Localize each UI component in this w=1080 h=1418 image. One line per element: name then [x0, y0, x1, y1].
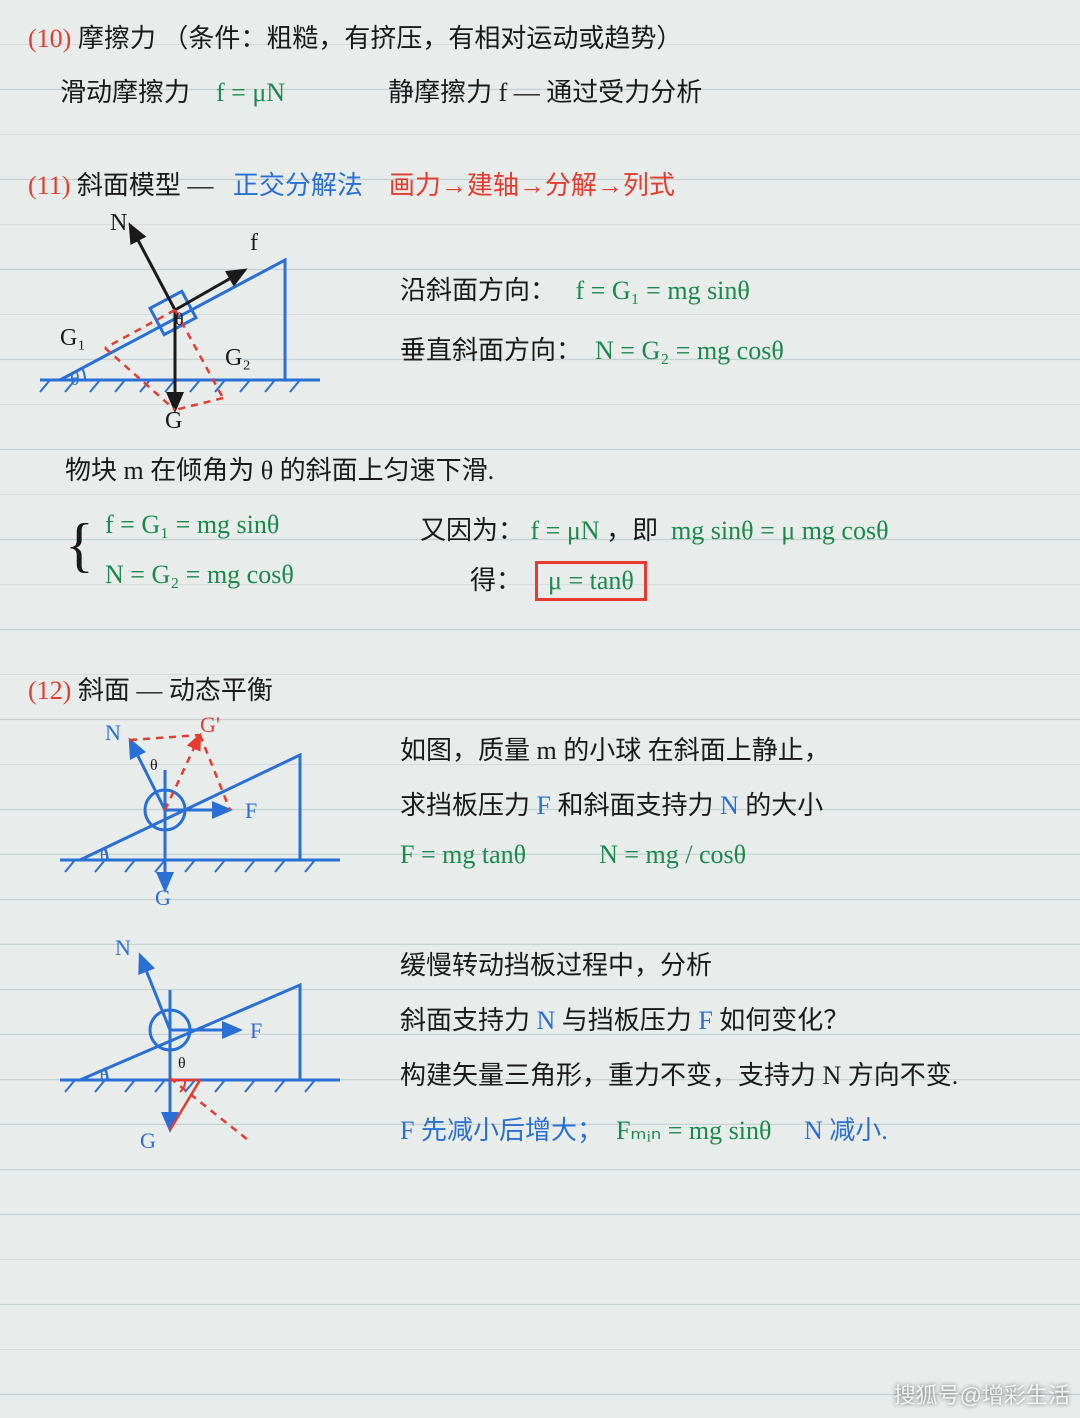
- p2b-a: 斜面支持力: [400, 1006, 530, 1035]
- s11-header: (11) 斜面模型 — 正交分解法 画力→建轴→分解→列式: [28, 165, 675, 202]
- s11-then-mid: ，即: [606, 516, 658, 545]
- s10-l2a: 滑动摩擦力: [60, 78, 190, 107]
- ans-c: N 减小.: [804, 1116, 888, 1145]
- s12-p2a: 缓慢转动挡板过程中，分析: [400, 945, 712, 982]
- s10-cond: （条件：粗糙，有挤压，有相对运动或趋势）: [162, 24, 682, 53]
- s12-p1b: 求挡板压力 F 和斜面支持力 N 的大小: [400, 785, 823, 822]
- s11-sys2: N = G₂ = mg cosθ: [105, 560, 294, 590]
- lbl-th: θ: [70, 368, 80, 391]
- p2b-F: F: [698, 1006, 712, 1035]
- d1-Gp: G': [200, 712, 220, 738]
- s11-eqA: 沿斜面方向： f = G₁ = mg sinθ: [400, 270, 750, 307]
- ans-a: F 先减小后增大；: [400, 1116, 603, 1145]
- s11-result-row: 得： μ = tanθ: [470, 560, 647, 601]
- p1b-c: 的大小: [745, 791, 823, 820]
- s12-diagram1: θ: [50, 710, 350, 900]
- s12-ans: F 先减小后增大； Fₘᵢₙ = mg sinθ N 减小.: [400, 1110, 888, 1147]
- s10-l2c: 静摩擦力 f — 通过受力分析: [388, 78, 702, 107]
- s12-diagram2: θ: [50, 930, 350, 1150]
- s12-eq1: F = mg tanθ N = mg / cosθ: [400, 840, 746, 870]
- d1-F: F: [245, 798, 257, 824]
- d2-G: G: [140, 1128, 156, 1154]
- s12-p2c: 构建矢量三角形，重力不变，支持力 N 方向不变.: [400, 1055, 958, 1092]
- s11-then1: f = μN: [531, 516, 600, 545]
- s11-eqA-lbl: 沿斜面方向：: [400, 276, 556, 305]
- s11-title: 斜面模型 —: [77, 171, 214, 200]
- s10-line2: 滑动摩擦力 f = μN 静摩擦力 f — 通过受力分析: [60, 72, 702, 109]
- s10-num: (10): [28, 24, 71, 53]
- s10-title: (10) 摩擦力 （条件：粗糙，有挤压，有相对运动或趋势）: [28, 18, 682, 55]
- p2b-b: 与挡板压力: [562, 1006, 692, 1035]
- s11-num: (11): [28, 171, 70, 200]
- lbl-G1: G₁: [60, 325, 86, 352]
- d2-F: F: [250, 1018, 262, 1044]
- s10-title-text: 摩擦力: [78, 24, 156, 53]
- s12-p2b: 斜面支持力 N 与挡板压力 F 如何变化？: [400, 1000, 849, 1037]
- eq1b: N = mg / cosθ: [599, 840, 746, 869]
- s12-p1a: 如图，质量 m 的小球 在斜面上静止，: [400, 730, 830, 767]
- d2-th: θ: [100, 1065, 109, 1086]
- p2b-c: 如何变化？: [719, 1006, 849, 1035]
- svg-text:θ: θ: [175, 309, 184, 329]
- s11-desc: 物块 m 在倾角为 θ 的斜面上匀速下滑.: [65, 450, 494, 487]
- lbl-G: G: [165, 408, 182, 435]
- watermark: 搜狐号@增彩生活: [894, 1378, 1070, 1410]
- s11-then2: mg sinθ = μ mg cosθ: [671, 516, 888, 545]
- s11-then-lbl: 又因为：: [420, 516, 524, 545]
- d2-N: N: [115, 935, 131, 961]
- s11-eqB-lbl: 垂直斜面方向：: [400, 336, 582, 365]
- p1b-b: 和斜面支持力: [557, 791, 713, 820]
- s11-eqA-f: f = G₁ = mg sinθ: [576, 276, 750, 305]
- d1-th: θ: [100, 845, 109, 866]
- svg-text:θ: θ: [178, 1055, 186, 1072]
- s11-eqB: 垂直斜面方向： N = G₂ = mg cosθ: [400, 330, 784, 367]
- lbl-f: f: [250, 230, 258, 257]
- s11-then: 又因为： f = μN ，即 mg sinθ = μ mg cosθ: [420, 510, 889, 547]
- s12-title: 斜面 — 动态平衡: [78, 676, 273, 705]
- p2b-N: N: [537, 1006, 556, 1035]
- svg-text:θ: θ: [150, 757, 158, 774]
- s11-result: μ = tanθ: [535, 561, 647, 601]
- s11-eqB-f: N = G₂ = mg cosθ: [595, 336, 784, 365]
- s11-get: 得：: [470, 566, 522, 595]
- p1b-N: N: [720, 791, 739, 820]
- d1-G: G: [155, 885, 171, 911]
- s11-steps: 画力→建轴→分解→列式: [389, 171, 675, 200]
- p1b-F: F: [537, 791, 551, 820]
- s12-header: (12) 斜面 — 动态平衡: [28, 670, 273, 707]
- s12-num: (12): [28, 676, 71, 705]
- p1b-a: 求挡板压力: [400, 791, 530, 820]
- eq1a: F = mg tanθ: [400, 840, 526, 869]
- lbl-N: N: [110, 210, 127, 237]
- d1-N: N: [105, 720, 121, 746]
- s11-method: 正交分解法: [233, 171, 363, 200]
- lbl-G2: G₂: [225, 345, 251, 372]
- s10-l2b: f = μN: [216, 78, 285, 107]
- s11-sys1: f = G₁ = mg sinθ: [105, 510, 279, 540]
- ans-b: Fₘᵢₙ = mg sinθ: [616, 1116, 771, 1145]
